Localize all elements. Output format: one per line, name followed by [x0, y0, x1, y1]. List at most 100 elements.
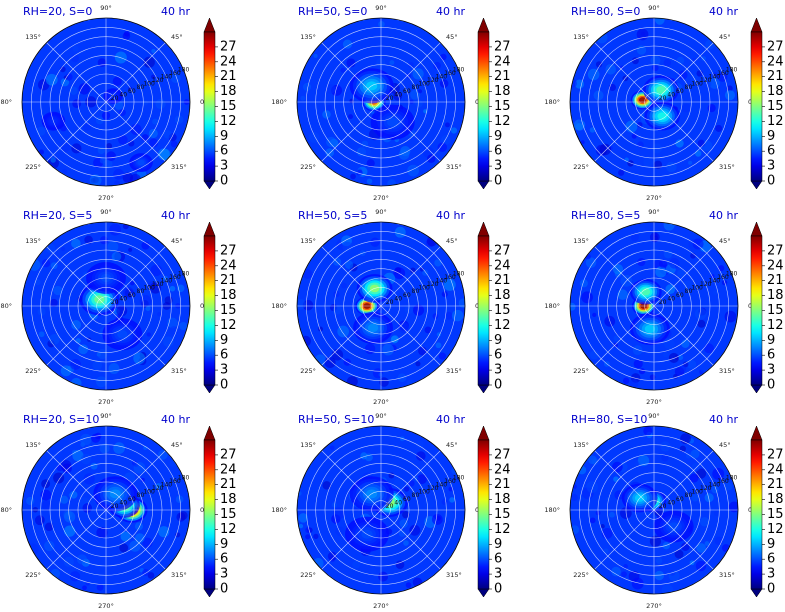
angle-tick-label: 90°	[100, 412, 112, 420]
angle-tick-label: 270°	[646, 194, 662, 202]
speckle	[313, 557, 324, 569]
angle-tick-label: 90°	[375, 208, 387, 216]
speckle	[108, 363, 120, 374]
speckle	[342, 241, 353, 253]
speckle	[632, 345, 643, 355]
angle-tick-label: 315°	[446, 571, 462, 579]
radial-tick-label: 140	[161, 481, 173, 488]
radial-tick-label: 120	[152, 77, 164, 84]
radial-tick-label: 60	[128, 88, 136, 95]
speckle	[655, 266, 667, 278]
speckle	[329, 445, 335, 451]
speckle	[169, 285, 176, 292]
grid-spoke	[105, 42, 166, 103]
radial-tick-label: 40	[119, 499, 127, 506]
speckle	[410, 267, 416, 274]
speckle	[378, 372, 383, 377]
colorbar-tick-label: 15	[494, 507, 511, 522]
speckle	[663, 59, 671, 67]
speckle	[605, 63, 616, 75]
colorbar-body	[750, 31, 763, 182]
radial-tick-label: 160	[444, 478, 456, 485]
angle-tick-label: 315°	[446, 163, 462, 171]
colorbar-body	[203, 235, 216, 386]
colorbar-tick-label: 21	[220, 69, 237, 84]
speckle	[122, 32, 131, 40]
radial-tick-label: 100	[143, 81, 155, 88]
speckle	[325, 148, 335, 157]
radial-tick-label: 160	[169, 274, 181, 281]
speckle	[71, 143, 82, 154]
speckle	[306, 468, 319, 481]
speckle	[588, 455, 597, 465]
speckle	[627, 160, 634, 167]
radial-tick-label: 20	[111, 95, 119, 102]
speckle	[403, 486, 410, 492]
speckle	[691, 494, 699, 502]
colorbar-tick-label: 27	[220, 447, 237, 462]
speckle	[305, 526, 312, 534]
speckle	[681, 542, 690, 551]
speckle	[378, 20, 385, 28]
speckle	[629, 379, 639, 389]
speckle	[717, 72, 728, 82]
radial-tick-label: 80	[137, 84, 145, 91]
speckle	[119, 543, 129, 553]
speckle	[636, 121, 643, 128]
panel-time: 40 hr	[709, 413, 738, 426]
grid-spoke	[653, 450, 714, 511]
grid-spoke	[321, 305, 382, 366]
data-blob	[656, 86, 666, 94]
speckle	[305, 534, 311, 540]
speckle	[654, 570, 665, 581]
speckle	[449, 497, 455, 503]
angle-tick-label: 180°	[0, 506, 12, 514]
speckle	[696, 543, 707, 553]
angle-tick-label: 135°	[573, 237, 589, 245]
speckle	[408, 62, 414, 68]
speckle	[69, 571, 81, 582]
speckle	[53, 285, 63, 296]
speckle	[116, 305, 128, 317]
speckle	[389, 60, 395, 65]
radial-tick-label: 120	[700, 77, 712, 84]
speckle	[41, 259, 51, 268]
data-blob	[641, 288, 651, 296]
speckle	[697, 319, 706, 328]
angle-tick-label: 45°	[446, 237, 458, 245]
colorbar-tick-label: 3	[494, 567, 502, 582]
radial-tick-label: 40	[119, 295, 127, 302]
speckle	[664, 338, 675, 350]
angle-tick-label: 180°	[0, 98, 12, 106]
speckle	[638, 368, 646, 375]
angle-tick-label: 45°	[446, 33, 458, 41]
speckle	[444, 311, 453, 320]
speckle	[322, 481, 331, 490]
speckle	[643, 157, 654, 167]
speckle	[631, 577, 644, 590]
colorbar-tick-label: 0	[494, 174, 502, 189]
colorbar-tick-label: 9	[494, 129, 502, 144]
speckle	[340, 67, 346, 73]
grid-spoke	[105, 246, 166, 307]
speckle	[679, 445, 686, 452]
speckle	[409, 524, 421, 536]
angle-tick-label: 270°	[98, 194, 114, 202]
speckle	[439, 79, 449, 88]
radial-tick-label: 140	[436, 277, 448, 284]
speckle	[75, 338, 81, 344]
speckle	[170, 140, 178, 148]
radial-tick-label: 180	[726, 270, 738, 277]
speckle	[96, 526, 108, 539]
speckle	[142, 537, 153, 548]
speckle	[612, 263, 624, 275]
speckle	[63, 556, 74, 567]
speckle	[715, 124, 723, 132]
speckle	[130, 280, 135, 286]
speckle	[83, 473, 95, 485]
radial-tick-label: 140	[709, 481, 721, 488]
grid-spoke	[321, 450, 382, 511]
panel-time: 40 hr	[436, 413, 465, 426]
